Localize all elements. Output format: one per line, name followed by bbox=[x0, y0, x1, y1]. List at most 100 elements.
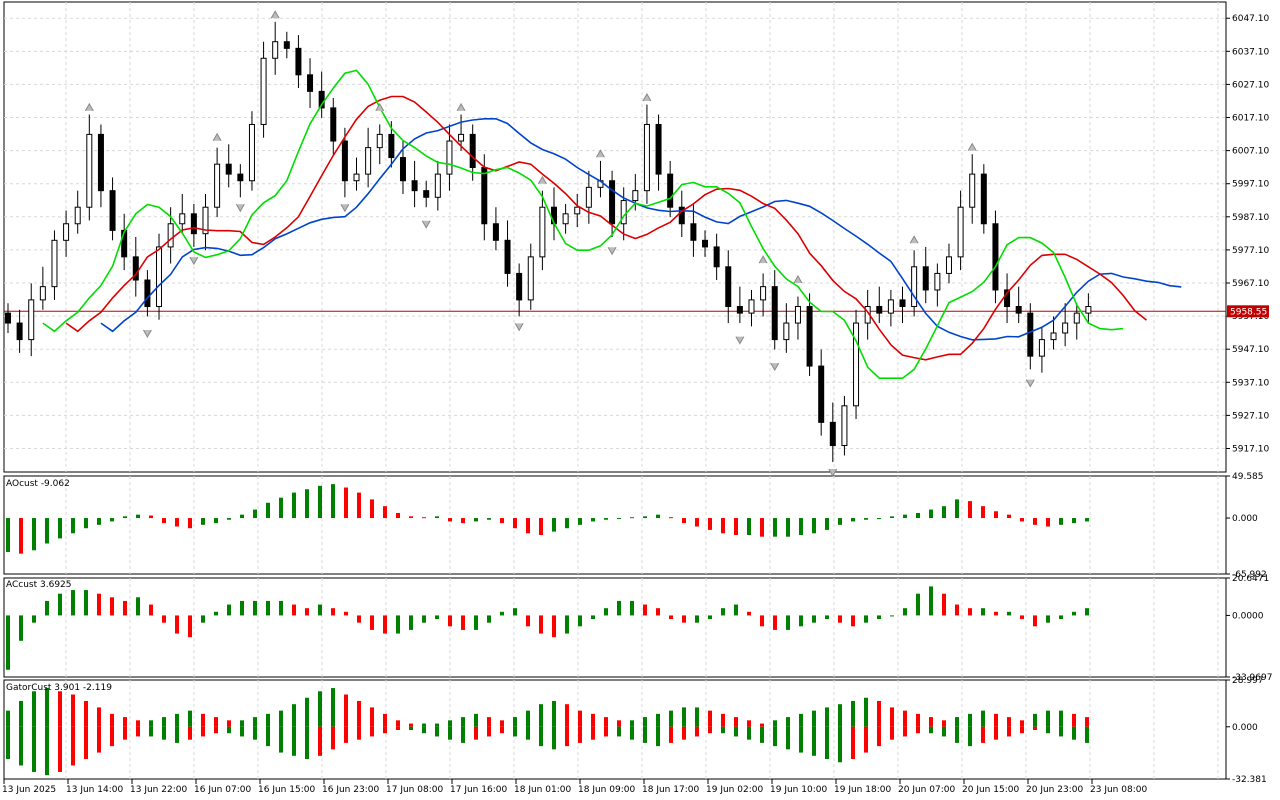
ac-bar bbox=[877, 615, 881, 620]
ac-bar bbox=[851, 615, 855, 627]
gator-lower-bar bbox=[201, 726, 205, 737]
bear-candle bbox=[504, 239, 511, 274]
bear-candle bbox=[516, 272, 523, 301]
gator-upper-bar bbox=[708, 710, 712, 727]
ao-bar bbox=[721, 518, 725, 534]
ao-bar bbox=[604, 518, 608, 520]
ao-bar bbox=[422, 517, 426, 519]
ac-bar bbox=[682, 615, 686, 623]
ao-bar bbox=[851, 518, 855, 522]
current-price-label: 5958.55 bbox=[1230, 307, 1267, 317]
bear-candle bbox=[1015, 306, 1022, 314]
fractal-down-marker bbox=[770, 362, 780, 372]
gator-lower-bar bbox=[565, 726, 569, 747]
gator-lower-bar bbox=[240, 726, 244, 737]
gator-lower-bar bbox=[409, 726, 413, 730]
ac-bar bbox=[864, 615, 868, 623]
gator-lower-bar bbox=[539, 726, 543, 747]
gator-lower-bar bbox=[617, 726, 621, 737]
ao-bar bbox=[266, 502, 270, 519]
time-tick-label: 17 Jun 08:00 bbox=[386, 785, 443, 795]
bear-candle bbox=[922, 266, 929, 291]
ac-bar bbox=[123, 600, 127, 616]
bull-candle bbox=[202, 206, 209, 235]
gator-upper-bar bbox=[45, 688, 49, 727]
gator-upper-bar bbox=[942, 720, 946, 727]
time-tick-label: 20 Jun 07:00 bbox=[898, 785, 955, 795]
ao-bar bbox=[955, 499, 959, 519]
gator-upper-bar bbox=[292, 704, 296, 727]
jaw-line bbox=[100, 118, 1182, 341]
gator-upper-bar bbox=[331, 688, 335, 727]
ac-bar bbox=[955, 604, 959, 616]
gator-lower-bar bbox=[6, 726, 10, 760]
scale-tick-label: 0.0000 bbox=[1232, 611, 1264, 621]
ao-bar bbox=[916, 512, 920, 519]
bear-candle bbox=[1004, 289, 1011, 308]
bull-candle bbox=[1073, 312, 1080, 324]
gator-upper-bar bbox=[929, 717, 933, 727]
bear-candle bbox=[771, 286, 778, 341]
ac-bar bbox=[409, 615, 413, 630]
ac-bar bbox=[266, 600, 270, 616]
ac-bar bbox=[552, 615, 556, 638]
ao-bar bbox=[110, 518, 114, 522]
gator-lower-bar bbox=[1046, 726, 1050, 734]
gator-upper-bar bbox=[812, 710, 816, 727]
gator-upper-bar bbox=[825, 707, 829, 727]
gator-upper-bar bbox=[890, 707, 894, 727]
ac-bar bbox=[6, 615, 10, 670]
ac-bar bbox=[292, 604, 296, 616]
bear-candle bbox=[318, 90, 325, 109]
bull-candle bbox=[156, 246, 163, 308]
bear-candle bbox=[307, 74, 314, 92]
ac-bar bbox=[71, 590, 75, 616]
bear-candle bbox=[109, 190, 116, 231]
bull-candle bbox=[28, 299, 35, 341]
time-tick-label: 16 Jun 23:00 bbox=[322, 785, 379, 795]
scale-tick-label: -65.992 bbox=[1232, 570, 1267, 580]
ac-bar bbox=[656, 608, 660, 616]
candlestick-series bbox=[5, 21, 1092, 463]
gator-upper-bar bbox=[877, 700, 881, 727]
fractal-up-marker bbox=[537, 175, 547, 184]
gator-upper-bar bbox=[1007, 717, 1011, 727]
teeth-line bbox=[65, 95, 1147, 361]
gator-lower-bar bbox=[149, 726, 153, 737]
fractal-up-marker bbox=[909, 235, 919, 244]
ao-bar bbox=[344, 487, 348, 519]
gator-upper-bar bbox=[71, 694, 75, 727]
price-tick-label: 5997.10 bbox=[1232, 180, 1269, 190]
scale-tick-label: 49.585 bbox=[1232, 472, 1264, 482]
ao-histogram bbox=[6, 484, 1089, 554]
ac-bar bbox=[1085, 608, 1089, 616]
gator-upper-bar bbox=[786, 717, 790, 727]
ac-bar bbox=[838, 615, 842, 623]
scale-tick-label: 28.997 bbox=[1232, 676, 1264, 686]
ac-bar bbox=[669, 615, 673, 620]
gator-lower-bar bbox=[58, 726, 62, 772]
gator-upper-bar bbox=[240, 720, 244, 727]
ac-bar bbox=[721, 608, 725, 616]
ac-bar bbox=[1059, 615, 1063, 620]
gator-lower-bar bbox=[682, 726, 686, 740]
ac-bar bbox=[357, 615, 361, 623]
gator-upper-bar bbox=[123, 717, 127, 727]
bull-candle bbox=[353, 173, 360, 182]
fractal-up-marker bbox=[596, 149, 605, 158]
bull-candle bbox=[853, 322, 860, 407]
ao-bar bbox=[1020, 518, 1024, 522]
bull-candle bbox=[562, 213, 569, 225]
ac-bar bbox=[695, 615, 699, 623]
ac-bar bbox=[487, 615, 491, 623]
bear-candle bbox=[295, 47, 302, 76]
gator-lower-bar bbox=[266, 726, 270, 747]
gator-lower-bar bbox=[422, 726, 426, 734]
time-tick-label: 13 Jun 2025 bbox=[2, 785, 56, 795]
bull-candle bbox=[945, 256, 952, 274]
gator-lower-bar bbox=[188, 726, 192, 740]
gator-lower-bar bbox=[656, 726, 660, 747]
gator-lower-bar bbox=[1059, 726, 1063, 737]
gator-lower-bar bbox=[136, 726, 140, 737]
